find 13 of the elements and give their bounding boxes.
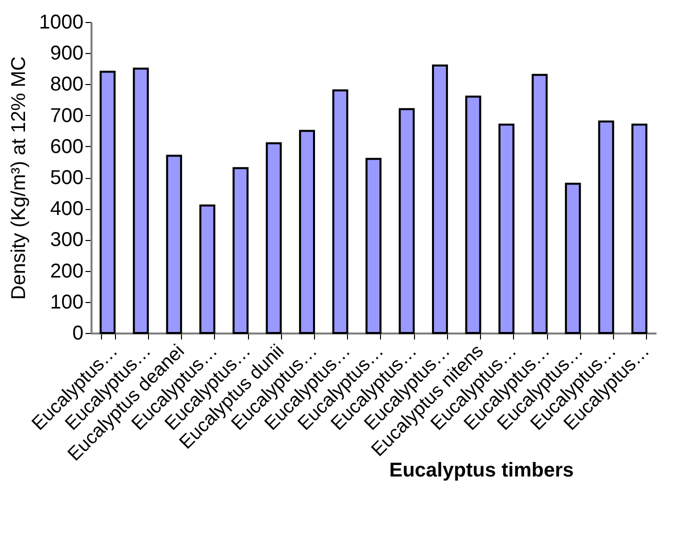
y-tick-label: 700 (50, 104, 84, 127)
y-tick-label: 500 (50, 167, 84, 189)
x-axis-title: Eucalyptus timbers (389, 460, 574, 482)
y-tick-label: 900 (50, 42, 84, 65)
y-tick-label: 600 (50, 136, 84, 158)
y-tick-label: 100 (50, 291, 84, 314)
y-tick-label: 200 (50, 260, 84, 282)
y-tick-label: 800 (50, 74, 84, 96)
y-tick-label: 1000 (39, 12, 84, 34)
y-tick-label: 0 (72, 322, 84, 344)
y-tick-label: 400 (50, 198, 84, 220)
y-tick-label: 300 (50, 229, 84, 252)
y-axis-title: Density (Kg/m³) at 12% MC (8, 56, 30, 300)
